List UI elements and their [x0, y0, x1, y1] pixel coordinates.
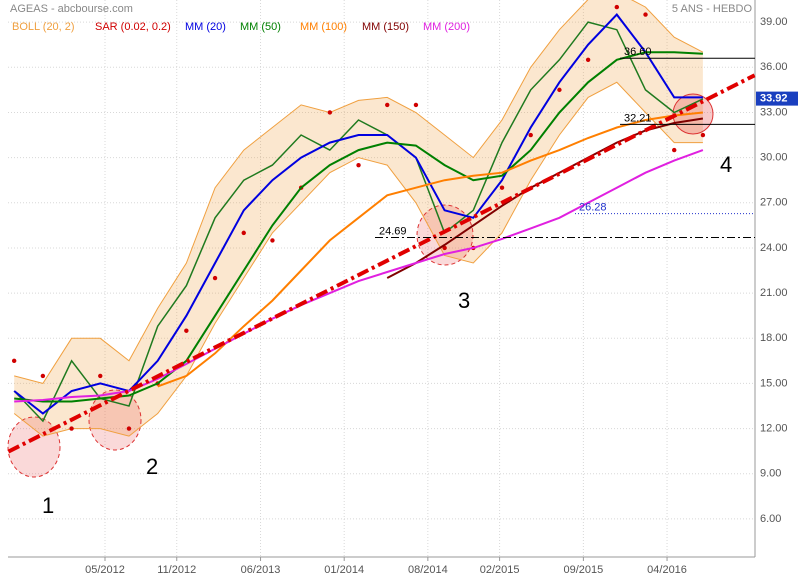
sar-dot	[11, 358, 17, 364]
level-label: 24.69	[379, 225, 407, 237]
plot-background	[8, 0, 755, 557]
y-tick-label: 24.00	[760, 242, 788, 254]
sar-dot	[442, 245, 447, 251]
legend-entry: BOLL (20, 2)	[12, 21, 75, 33]
y-tick-label: 12.00	[760, 422, 788, 434]
sar-dot	[241, 230, 246, 236]
annotation: 4	[720, 152, 732, 177]
last-value-box	[756, 91, 798, 106]
sar-dot	[643, 12, 648, 17]
legend-entry: SAR (0.02, 0.2)	[95, 21, 171, 33]
legend-entry: MM (150)	[362, 21, 409, 33]
x-tick-label: 09/2015	[564, 564, 604, 576]
y-tick-label: 9.00	[760, 468, 781, 480]
x-tick-label: 01/2014	[324, 564, 364, 576]
sar-dot	[385, 102, 390, 108]
price-line	[13, 21, 704, 423]
last-value-label: 33.92	[760, 93, 788, 105]
level-label: 36.60	[624, 46, 652, 58]
x-tick-label: 06/2013	[241, 564, 281, 576]
band-fill	[14, 0, 703, 437]
sar-dot	[557, 87, 562, 93]
sar-dot	[184, 328, 189, 333]
x-tick-label: 08/2014	[408, 564, 448, 576]
highlight-circle	[7, 416, 61, 478]
legend-entry: MM (20)	[185, 21, 226, 33]
annotation: 3	[458, 288, 470, 313]
x-tick-label: 11/2012	[157, 564, 196, 576]
sar-dot	[700, 132, 706, 138]
y-tick-label: 6.00	[760, 513, 781, 525]
sar-dot	[69, 426, 74, 431]
y-tick-label: 39.00	[760, 16, 788, 28]
sar-dot	[356, 162, 361, 168]
x-tick-label: 05/2012	[85, 564, 125, 576]
chart-subtitle: 5 ANS - HEBDO	[672, 3, 753, 15]
y-tick-label: 15.00	[760, 377, 788, 389]
legend-entry: MM (200)	[423, 21, 470, 33]
x-tick-label: 04/2016	[647, 564, 687, 576]
trendline	[7, 73, 756, 454]
sar-dot	[413, 102, 419, 108]
sar-dot	[585, 57, 591, 62]
sar-dot	[40, 373, 46, 379]
y-tick-label: 30.00	[760, 152, 788, 164]
y-tick-label: 36.00	[760, 61, 788, 73]
level-label: 32.21	[624, 112, 652, 124]
y-tick-label: 33.00	[760, 106, 788, 118]
moving-average	[157, 111, 704, 388]
sar-dot	[499, 185, 505, 190]
sar-dot	[528, 132, 533, 138]
annotation: 2	[146, 454, 158, 479]
moving-average	[14, 51, 703, 403]
sar-dot	[98, 373, 103, 379]
band-upper	[14, 0, 704, 384]
annotation: 1	[42, 493, 54, 518]
y-tick-label: 18.00	[760, 332, 788, 344]
sar-dot	[672, 147, 677, 153]
sar-dot	[212, 275, 218, 281]
band-lower	[13, 81, 703, 437]
sar-dot	[270, 238, 275, 243]
sar-dot	[126, 426, 132, 431]
x-tick-label: 02/2015	[480, 564, 520, 576]
chart-title: AGEAS - abcbourse.com	[10, 3, 133, 15]
legend-entry: MM (50)	[240, 21, 281, 33]
y-tick-label: 21.00	[760, 287, 788, 299]
level-label: 26.28	[579, 202, 607, 214]
sar-dot	[614, 4, 620, 10]
legend-entry: MM (100)	[300, 21, 347, 33]
y-tick-label: 27.00	[760, 197, 788, 209]
moving-average	[14, 149, 704, 403]
sar-dot	[327, 110, 333, 115]
